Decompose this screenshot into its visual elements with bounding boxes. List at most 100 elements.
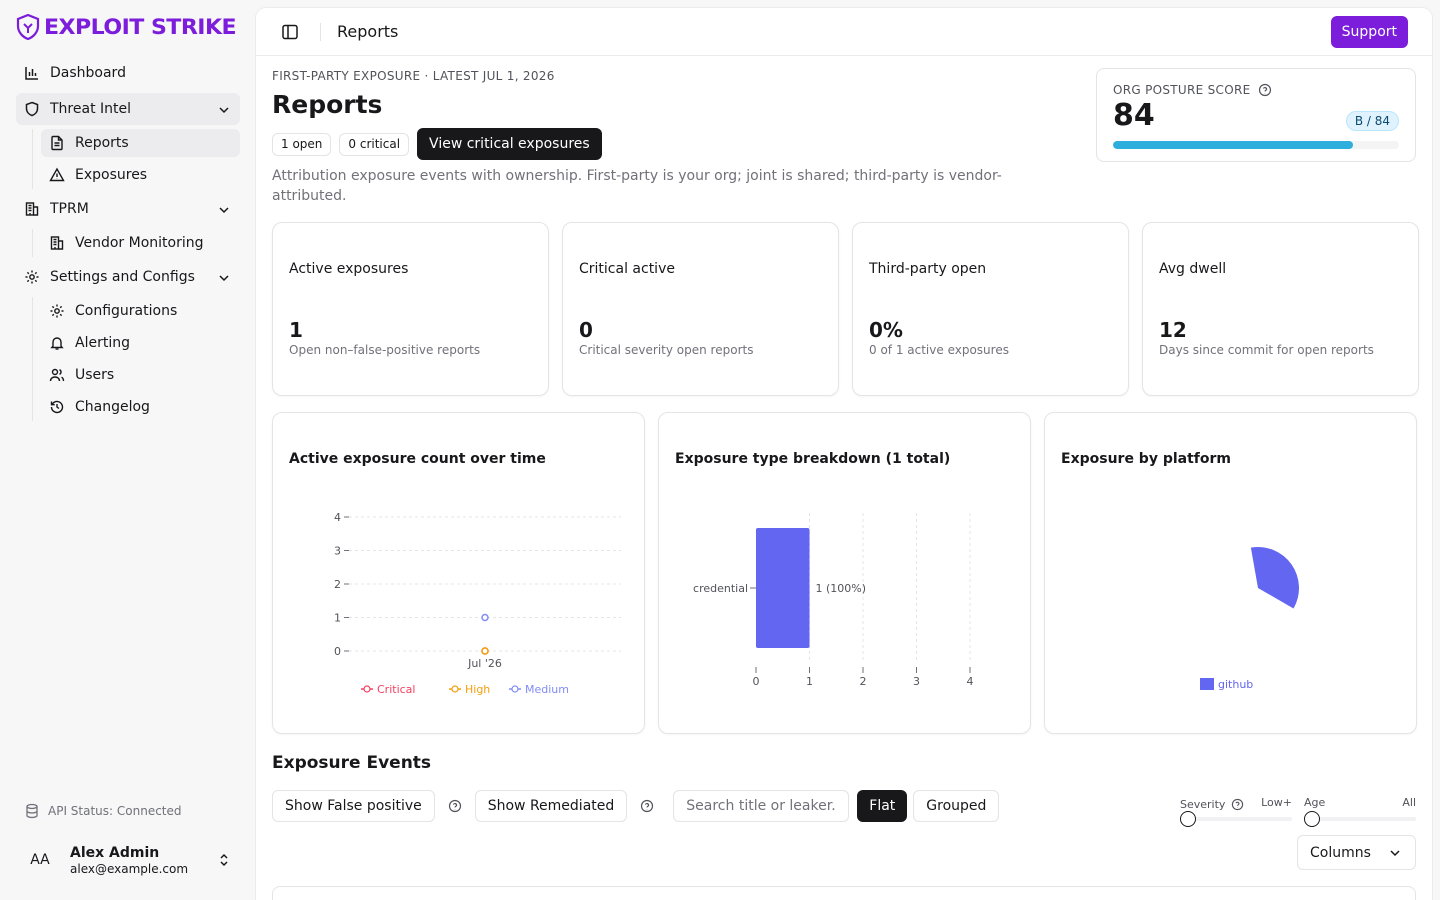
chevron-down-icon[interactable] bbox=[216, 202, 232, 218]
sidebar-item-label: Changelog bbox=[75, 399, 150, 415]
x-tick-label: 2 bbox=[860, 675, 867, 688]
show-false-positive-button[interactable]: Show False positive bbox=[272, 790, 435, 822]
sidebar-item-reports[interactable]: Reports bbox=[41, 129, 240, 157]
stat-subtitle: Open non–false-positive reports bbox=[289, 343, 481, 357]
line-chart-card: Active exposure count over time 0 1 2 3 4 Jul… bbox=[272, 412, 645, 734]
user-name: Alex Admin bbox=[70, 844, 160, 861]
severity-value: Low+ bbox=[1261, 796, 1292, 809]
bar-credential bbox=[756, 528, 810, 648]
stat-card-avg-dwell: Avg dwell 12 Days since commit for open … bbox=[1142, 222, 1419, 396]
show-remediated-button[interactable]: Show Remediated bbox=[474, 790, 628, 822]
posture-score: 84 bbox=[1113, 98, 1155, 133]
stat-title: Critical active bbox=[579, 261, 675, 277]
critical-count-badge: 0 critical bbox=[339, 132, 410, 156]
stat-title: Avg dwell bbox=[1159, 261, 1227, 277]
age-slider-thumb[interactable] bbox=[1304, 811, 1320, 827]
x-tick-label: 1 bbox=[806, 675, 813, 688]
support-button[interactable]: Support bbox=[1330, 16, 1408, 48]
severity-slider-thumb[interactable] bbox=[1180, 811, 1196, 827]
grouped-view-button[interactable]: Grouped bbox=[913, 790, 1000, 822]
database-icon bbox=[24, 803, 40, 819]
severity-slider: Severity Low+ bbox=[1180, 796, 1292, 827]
severity-slider-track[interactable] bbox=[1180, 817, 1292, 821]
avatar: AA bbox=[30, 852, 50, 868]
pie-chart-card: Exposure by platform github bbox=[1044, 412, 1417, 734]
building-icon bbox=[49, 235, 65, 251]
api-status: API Status: Connected bbox=[24, 803, 182, 819]
sidebar-item-vendor-monitoring[interactable]: Vendor Monitoring bbox=[41, 229, 240, 257]
age-value: All bbox=[1402, 796, 1416, 809]
sidebar-toggle-icon[interactable] bbox=[280, 22, 300, 42]
x-tick-label: Jul '26 bbox=[467, 657, 502, 670]
sidebar-item-label: Reports bbox=[75, 135, 129, 151]
settings-submenu: Configurations Alerting Users Changelog bbox=[32, 297, 240, 421]
sidebar-item-label: Vendor Monitoring bbox=[75, 235, 204, 251]
chevron-down-icon[interactable] bbox=[216, 270, 232, 286]
age-slider-track[interactable] bbox=[1304, 817, 1416, 821]
stat-card-critical-active: Critical active 0 Critical severity open… bbox=[562, 222, 839, 396]
help-circle-icon[interactable] bbox=[1257, 82, 1273, 98]
user-email: alex@example.com bbox=[70, 861, 189, 876]
sidebar-item-label: Dashboard bbox=[50, 65, 126, 81]
sidebar-item-tprm[interactable]: TPRM bbox=[16, 193, 240, 225]
help-circle-icon[interactable] bbox=[639, 798, 655, 814]
stat-value: 0 bbox=[579, 318, 593, 342]
open-count-badge: 1 open bbox=[272, 132, 332, 156]
chart-title: Active exposure count over time bbox=[289, 451, 546, 467]
posture-bar-fill bbox=[1113, 141, 1354, 149]
y-tick-label: 4 bbox=[334, 511, 341, 524]
search-input[interactable] bbox=[673, 790, 850, 822]
user-info: Alex Admin alex@example.com bbox=[70, 845, 188, 876]
pie-chart: github bbox=[1200, 547, 1299, 691]
brand-logo[interactable]: EXPLOIT STRIKE bbox=[16, 14, 237, 40]
header-badges: 1 open 0 critical View critical exposure… bbox=[272, 128, 602, 160]
users-icon bbox=[49, 367, 65, 383]
view-critical-button[interactable]: View critical exposures bbox=[417, 128, 602, 160]
threat-intel-submenu: Reports Exposures bbox=[32, 129, 240, 189]
history-icon bbox=[49, 399, 65, 415]
columns-label: Columns bbox=[1310, 844, 1371, 861]
x-tick-label: 0 bbox=[753, 675, 760, 688]
x-tick-label: 4 bbox=[967, 675, 974, 688]
sidebar-nav: Dashboard Threat Intel Reports Exposures… bbox=[16, 57, 240, 425]
help-circle-icon[interactable] bbox=[1229, 796, 1245, 812]
sidebar-item-settings[interactable]: Settings and Configs bbox=[16, 261, 240, 293]
help-circle-icon[interactable] bbox=[447, 798, 463, 814]
sidebar-item-configurations[interactable]: Configurations bbox=[41, 297, 240, 325]
sidebar: EXPLOIT STRIKE Dashboard Threat Intel Re… bbox=[0, 0, 256, 900]
alert-triangle-icon bbox=[49, 167, 65, 183]
bar-value-label: 1 (100%) bbox=[816, 582, 867, 595]
age-slider: Age All bbox=[1304, 796, 1416, 827]
flat-view-button[interactable]: Flat bbox=[857, 790, 908, 822]
chevron-down-icon[interactable] bbox=[216, 102, 232, 118]
sidebar-item-dashboard[interactable]: Dashboard bbox=[16, 57, 240, 89]
shield-icon bbox=[24, 101, 40, 117]
x-tick-label: 3 bbox=[913, 675, 920, 688]
age-label: Age bbox=[1304, 796, 1326, 809]
pie-slice-github bbox=[1250, 547, 1299, 609]
chart-cards: Active exposure count over time 0 1 2 3 4 Jul… bbox=[272, 412, 1417, 734]
events-table bbox=[272, 886, 1416, 900]
y-tick-label: credential bbox=[693, 582, 748, 595]
topbar: Reports Support bbox=[256, 8, 1432, 56]
sidebar-item-label: Configurations bbox=[75, 303, 178, 319]
topbar-title: Reports bbox=[337, 22, 399, 41]
legend-marker bbox=[451, 685, 459, 693]
file-text-icon bbox=[49, 135, 65, 151]
posture-bar-track bbox=[1113, 141, 1399, 149]
sidebar-item-threat-intel[interactable]: Threat Intel bbox=[16, 93, 240, 125]
sidebar-item-users[interactable]: Users bbox=[41, 361, 240, 389]
sidebar-item-alerting[interactable]: Alerting bbox=[41, 329, 240, 357]
columns-dropdown[interactable]: Columns bbox=[1297, 835, 1416, 870]
sidebar-item-changelog[interactable]: Changelog bbox=[41, 393, 240, 421]
main-panel: Reports Support FIRST-PARTY EXPOSURE · L… bbox=[256, 8, 1432, 900]
sidebar-item-exposures[interactable]: Exposures bbox=[41, 161, 240, 189]
line-chart: 0 1 2 3 4 Jul '26 Critical High Medium bbox=[334, 511, 621, 696]
stat-value: 1 bbox=[289, 318, 303, 342]
sidebar-item-label: Settings and Configs bbox=[50, 269, 195, 285]
stat-title: Third-party open bbox=[869, 261, 987, 277]
user-menu[interactable]: AA Alex Admin alex@example.com bbox=[16, 834, 240, 886]
sidebar-item-label: Threat Intel bbox=[50, 101, 131, 117]
topbar-divider bbox=[320, 23, 321, 41]
events-section-title: Exposure Events bbox=[272, 753, 432, 773]
